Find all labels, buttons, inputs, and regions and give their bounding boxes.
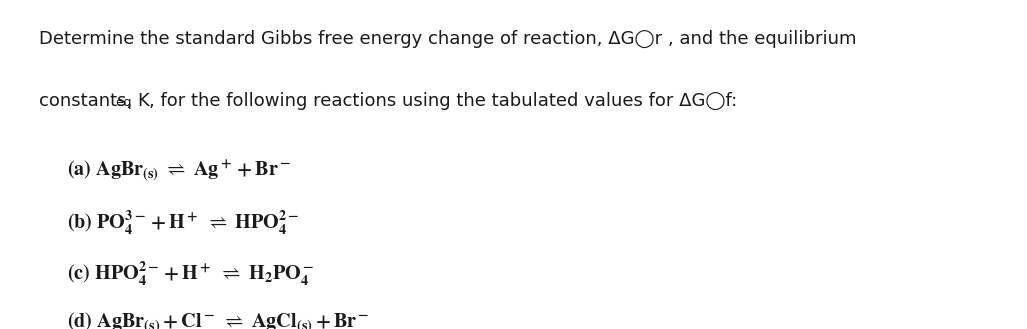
Text: (c) $\mathregular{HPO_4^{2-} + H^+}$ $\rightleftharpoons$ $\mathregular{H_2PO_4^: (c) $\mathregular{HPO_4^{2-} + H^+}$ $\r…	[67, 260, 314, 288]
Text: eq: eq	[115, 96, 132, 110]
Text: constants, K: constants, K	[39, 92, 150, 110]
Text: , for the following reactions using the tabulated values for ΔG◯f:: , for the following reactions using the …	[149, 92, 737, 110]
Text: (d) $\mathregular{AgBr_{(s)} + Cl^-}$ $\rightleftharpoons$ $\mathregular{AgCl_{(: (d) $\mathregular{AgBr_{(s)} + Cl^-}$ $\…	[67, 311, 370, 329]
Text: (b) $\mathregular{PO_4^{3-} + H^+}$ $\rightleftharpoons$ $\mathregular{HPO_4^{2-: (b) $\mathregular{PO_4^{3-} + H^+}$ $\ri…	[67, 209, 299, 237]
Text: Determine the standard Gibbs free energy change of reaction, ΔG◯r , and the equi: Determine the standard Gibbs free energy…	[39, 30, 857, 48]
Text: (a) $\mathregular{AgBr_{(s)}}$ $\rightleftharpoons$ $\mathregular{Ag^+ + Br^-}$: (a) $\mathregular{AgBr_{(s)}}$ $\rightle…	[67, 158, 291, 184]
